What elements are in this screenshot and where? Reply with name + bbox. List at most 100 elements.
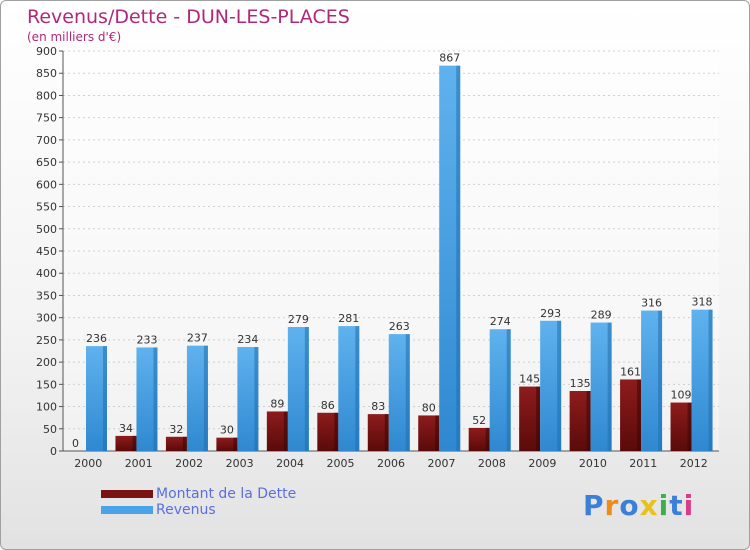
y-tick-label: 900 (36, 45, 57, 58)
y-tick-label: 100 (36, 401, 57, 414)
bar-revenus (489, 329, 511, 451)
y-tick-label: 0 (50, 445, 57, 458)
bar-dette (569, 391, 591, 451)
data-label-revenus: 318 (692, 296, 713, 309)
x-tick-label: 2011 (629, 457, 657, 470)
chart-subtitle: (en milliers d'€) (27, 30, 122, 44)
logo-letter: i (683, 489, 695, 522)
data-label-dette: 161 (620, 365, 641, 378)
bar-side-shade (304, 327, 309, 451)
y-tick-label: 250 (36, 334, 57, 347)
data-label-revenus: 293 (540, 307, 561, 320)
data-label-dette: 52 (472, 414, 486, 427)
data-label-revenus: 281 (338, 312, 359, 325)
legend-swatch-dette (101, 490, 153, 498)
logo-letter: x (639, 489, 659, 522)
data-label-dette: 34 (119, 422, 133, 435)
bar-dette (165, 436, 187, 451)
bar-side-shade (536, 386, 541, 451)
data-label-dette: 32 (169, 423, 183, 436)
data-label-revenus: 234 (237, 333, 258, 346)
x-tick-label: 2010 (579, 457, 607, 470)
chart-title: Revenus/Dette - DUN-LES-PLACES (27, 6, 350, 28)
data-label-dette: 80 (422, 401, 436, 414)
legend-label-revenus: Revenus (156, 502, 216, 518)
data-label-dette: 30 (220, 424, 234, 437)
bar-side-shade (132, 435, 137, 451)
x-tick-label: 2008 (478, 457, 506, 470)
bar-side-shade (708, 309, 713, 451)
bar-side-shade (203, 345, 208, 451)
data-label-revenus: 236 (86, 332, 107, 345)
bar-side-shade (456, 65, 461, 452)
bar-side-shade (485, 427, 490, 451)
logo-letter: i (658, 489, 670, 522)
data-label-dette: 83 (371, 400, 385, 413)
bar-side-shade (557, 320, 562, 451)
y-tick-label: 600 (36, 178, 57, 191)
bar-dette (317, 412, 339, 451)
bar-dette (519, 386, 541, 451)
bar-revenus (691, 309, 713, 451)
y-tick-label: 550 (36, 201, 57, 214)
bar-side-shade (586, 391, 591, 451)
y-tick-label: 350 (36, 289, 57, 302)
bar-side-shade (637, 379, 642, 451)
y-tick-label: 750 (36, 112, 57, 125)
data-label-dette: 109 (671, 389, 692, 402)
bar-dette (367, 414, 389, 451)
bar-revenus (641, 310, 663, 451)
data-label-revenus: 289 (591, 309, 612, 322)
bar-side-shade (355, 326, 360, 451)
bar-side-shade (233, 437, 238, 451)
bar-revenus (86, 346, 107, 451)
bar-revenus (590, 322, 612, 451)
x-tick-label: 2002 (175, 457, 203, 470)
y-tick-label: 200 (36, 356, 57, 369)
logo-letter: P (583, 489, 605, 522)
bar-revenus (186, 345, 208, 451)
x-tick-label: 2009 (528, 457, 556, 470)
bar-side-shade (658, 310, 663, 451)
bar-side-shade (153, 347, 158, 451)
legend-swatch-revenus (101, 506, 153, 514)
bar-dette (216, 437, 238, 451)
logo-letter: o (619, 489, 640, 522)
data-label-dette: 0 (72, 437, 79, 450)
y-tick-label: 850 (36, 67, 57, 80)
data-label-revenus: 316 (641, 297, 662, 310)
data-label-dette: 89 (270, 397, 284, 410)
bar-revenus (338, 326, 360, 451)
bar-dette (620, 379, 642, 451)
data-label-dette: 145 (519, 373, 540, 386)
bar-revenus (540, 320, 562, 451)
bar-side-shade (254, 347, 259, 451)
y-tick-label: 500 (36, 223, 57, 236)
y-tick-label: 50 (43, 423, 57, 436)
logo-letter: t (669, 489, 684, 522)
bar-side-shade (607, 322, 612, 451)
bar-revenus (388, 334, 410, 451)
x-tick-label: 2004 (276, 457, 304, 470)
bar-side-shade (283, 411, 288, 451)
data-label-revenus: 279 (288, 313, 309, 326)
data-label-revenus: 263 (389, 320, 410, 333)
bar-dette (468, 427, 490, 451)
y-tick-label: 300 (36, 312, 57, 325)
bar-side-shade (435, 415, 440, 451)
y-tick-label: 700 (36, 134, 57, 147)
legend-label-dette: Montant de la Dette (156, 486, 297, 502)
bar-side-shade (103, 346, 107, 451)
bar-revenus (237, 347, 259, 451)
bar-side-shade (506, 329, 511, 451)
x-tick-label: 2000 (74, 457, 102, 470)
x-tick-label: 2001 (125, 457, 153, 470)
logo-letter: r (604, 489, 620, 522)
bar-revenus (136, 347, 158, 451)
data-label-revenus: 233 (136, 333, 157, 346)
bar-side-shade (384, 414, 389, 451)
bar-side-shade (182, 436, 187, 451)
proxiti-logo: Proxiti (583, 489, 694, 522)
y-tick-label: 450 (36, 245, 57, 258)
